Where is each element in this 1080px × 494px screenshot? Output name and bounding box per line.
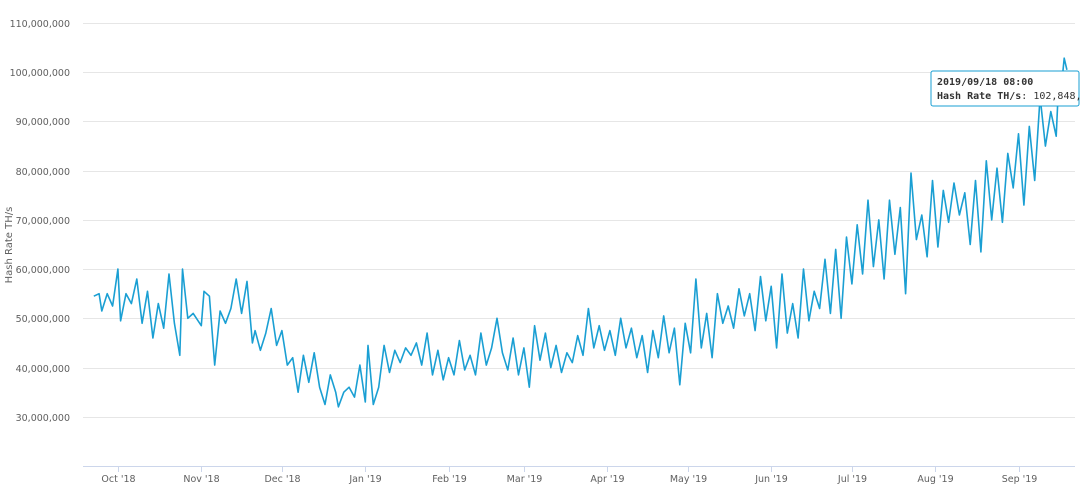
x-axis: Oct '18 Nov '18 Dec '18 Jan '19 Feb '19 Mar '… [83,466,1075,485]
y-tick-label: 100,000,000 [10,68,70,79]
x-tick-label: Feb '19 [432,474,467,485]
tooltip-value-line: Hash Rate TH/s: 102,848,735 [937,91,1080,102]
x-tick-label: Aug '19 [917,474,953,485]
x-tick-label: Sep '19 [1002,474,1038,485]
y-tick-label: 50,000,000 [16,314,70,325]
x-tick-label: May '19 [670,474,707,485]
grid-lines [83,23,1075,418]
y-axis-labels: 30,000,000 40,000,000 50,000,000 60,000,000… [10,19,70,424]
tooltip-series-label: Hash Rate TH/s [937,91,1021,102]
y-tick-label: 90,000,000 [16,117,70,128]
series-line-hash-rate [93,57,1068,408]
x-tick-label: Apr '19 [590,474,624,485]
y-tick-label: 70,000,000 [16,216,70,227]
x-tick-label: Jul '19 [837,474,867,485]
x-tick-label: Oct '18 [101,474,135,485]
y-tick-label: 30,000,000 [16,413,70,424]
x-tick-label: Dec '18 [264,474,300,485]
tooltip-date: 2019/09/18 08:00 [937,77,1033,88]
tooltip-colon: : [1021,91,1033,102]
y-tick-label: 110,000,000 [10,19,70,30]
y-tick-label: 40,000,000 [16,364,70,375]
x-tick-label: Nov '18 [183,474,219,485]
y-tick-label: 80,000,000 [16,167,70,178]
x-tick-label: Mar '19 [507,474,543,485]
y-axis-title: Hash Rate TH/s [4,207,15,284]
series-hash-rate [93,57,1068,408]
y-tick-label: 60,000,000 [16,265,70,276]
x-tick-label: Jan '19 [348,474,381,485]
tooltip-value: 102,848,735 [1033,91,1080,102]
tooltip-box [930,70,1080,107]
x-tick-label: Jun '19 [754,474,788,485]
tooltip: 2019/09/18 08:00 Hash Rate TH/s: 102,848… [930,70,1080,107]
